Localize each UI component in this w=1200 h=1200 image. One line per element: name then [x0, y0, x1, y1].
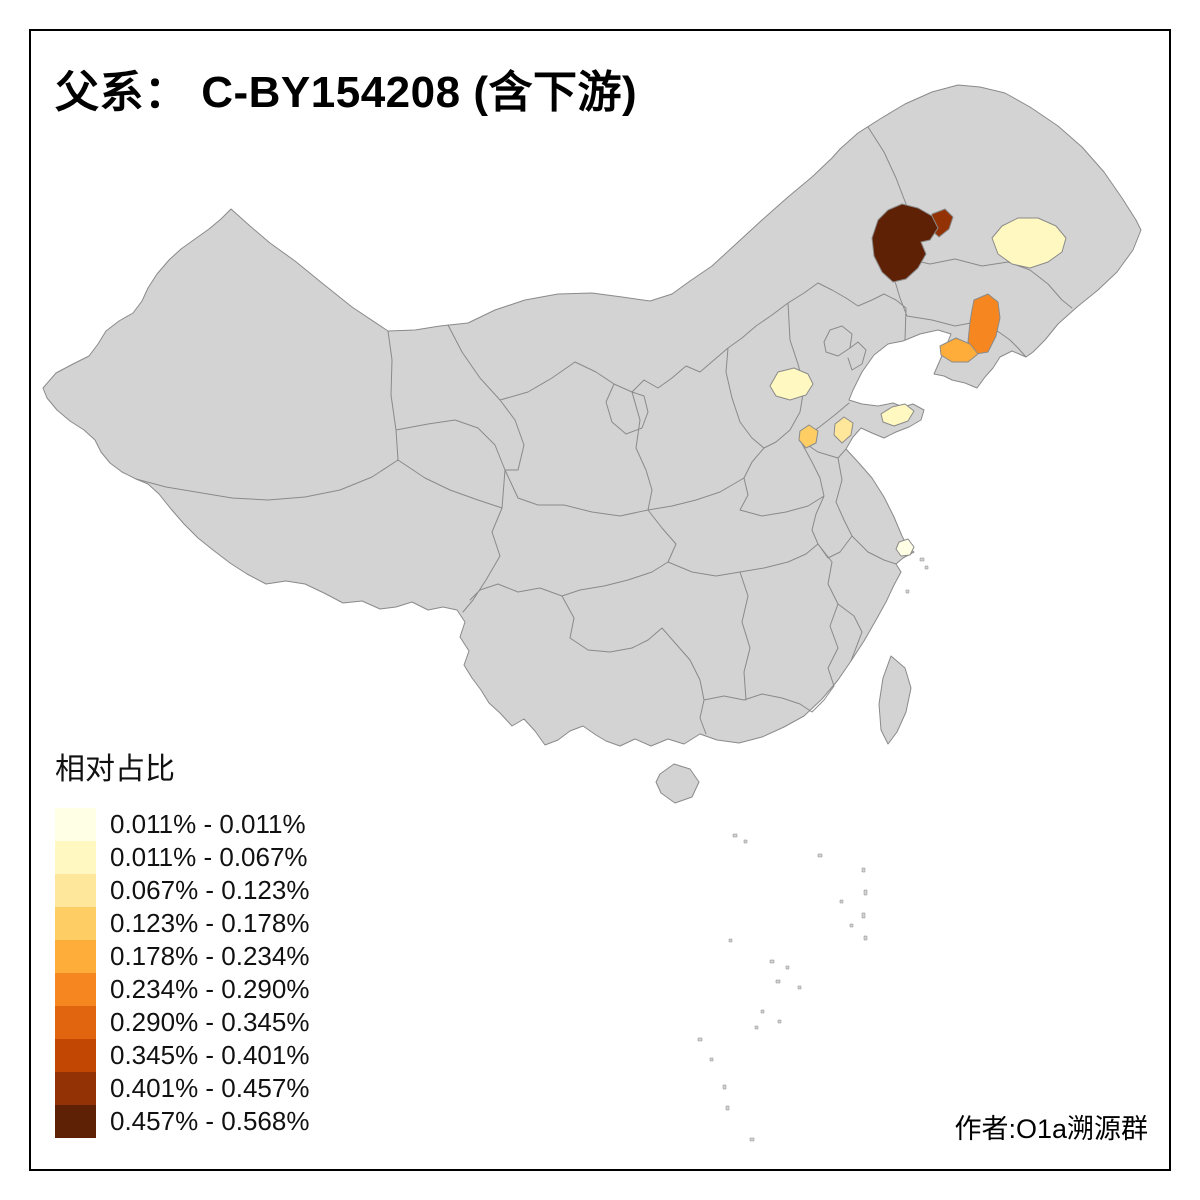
- legend-swatch: [55, 1105, 96, 1138]
- legend-swatch: [55, 973, 96, 1006]
- legend-label: 0.234% - 0.290%: [110, 974, 310, 1004]
- highlight-region-1: [871, 203, 939, 283]
- legend-label: 0.178% - 0.234%: [110, 941, 310, 971]
- highlight-region-8: [833, 416, 854, 444]
- legend-item: 0.401% - 0.457%: [55, 1072, 309, 1105]
- legend-item: 0.290% - 0.345%: [55, 1006, 309, 1039]
- legend-title: 相对占比: [55, 753, 175, 786]
- highlight-region-7: [798, 424, 819, 449]
- hainan-island: [655, 763, 700, 804]
- plot-title: 父系： C-BY154208 (含下游): [55, 68, 638, 117]
- legend-item: 0.345% - 0.401%: [55, 1039, 309, 1072]
- legend-swatch: [55, 940, 96, 973]
- legend-label: 0.123% - 0.178%: [110, 908, 310, 938]
- highlight-region-4: [967, 293, 1001, 355]
- legend-label: 0.401% - 0.457%: [110, 1073, 310, 1103]
- highlight-region-5: [939, 337, 979, 363]
- highlight-region-3: [991, 217, 1067, 269]
- legend-swatch: [55, 841, 96, 874]
- legend-item: 0.123% - 0.178%: [55, 907, 309, 940]
- legend-item: 0.011% - 0.067%: [55, 841, 309, 874]
- highlight-region-9: [880, 403, 915, 427]
- legend-label: 0.290% - 0.345%: [110, 1007, 310, 1037]
- legend-item: 0.178% - 0.234%: [55, 940, 309, 973]
- legend-label: 0.457% - 0.568%: [110, 1106, 310, 1136]
- legend-label: 0.011% - 0.011%: [110, 809, 306, 839]
- legend-item: 0.457% - 0.568%: [55, 1105, 309, 1138]
- legend-label: 0.345% - 0.401%: [110, 1040, 310, 1070]
- attribution: 作者:O1a溯源群: [954, 1114, 1148, 1144]
- legend-swatch: [55, 1006, 96, 1039]
- legend: 相对占比 0.011% - 0.011% 0.011% - 0.067% 0.0…: [55, 744, 309, 1138]
- legend-swatch: [55, 874, 96, 907]
- legend-swatch: [55, 1039, 96, 1072]
- legend-label: 0.011% - 0.067%: [110, 842, 308, 872]
- legend-swatch: [55, 1072, 96, 1105]
- highlight-region-6: [769, 367, 814, 401]
- south-china-sea-islets: [697, 557, 929, 1142]
- legend-swatch: [55, 907, 96, 940]
- china-mainland: [42, 84, 1142, 747]
- highlighted-regions: [769, 203, 1067, 557]
- legend-label: 0.067% - 0.123%: [110, 875, 310, 905]
- taiwan-island: [878, 655, 912, 745]
- legend-swatch: [55, 808, 96, 841]
- legend-rows: 0.011% - 0.011% 0.011% - 0.067% 0.067% -…: [55, 808, 309, 1138]
- legend-item: 0.234% - 0.290%: [55, 973, 309, 1006]
- legend-item: 0.067% - 0.123%: [55, 874, 309, 907]
- highlight-region-10: [895, 538, 915, 557]
- legend-item: 0.011% - 0.011%: [55, 808, 309, 841]
